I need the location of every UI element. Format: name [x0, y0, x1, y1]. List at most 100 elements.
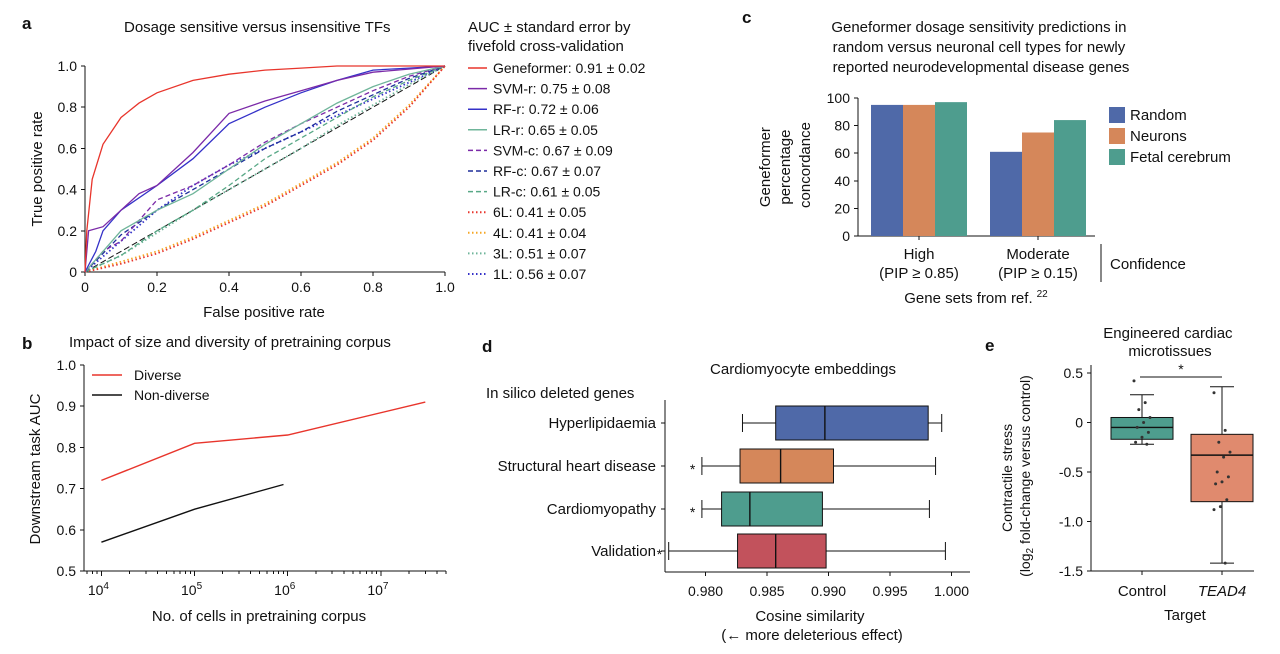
- panel-b-x-tick-base: 10: [367, 582, 383, 598]
- panel-b-line-chart: b Impact of size and diversity of pretra…: [22, 334, 447, 625]
- panel-b-x-tick-base: 10: [274, 582, 290, 598]
- panel-d-category-label: Structural heart disease: [498, 458, 656, 475]
- panel-e-axes: 0.5 0 -0.5 -1.0 -1.5 Control TEAD4 *: [1059, 361, 1254, 600]
- panel-c-y-label: Geneformer percentage concordance: [757, 122, 814, 208]
- panel-e-category-label: TEAD4: [1198, 583, 1246, 600]
- panel-c-category-label: (PIP ≥ 0.15): [998, 265, 1078, 282]
- panel-b-x-tick-base: 10: [88, 582, 104, 598]
- panel-c-category-label: Moderate: [1006, 246, 1069, 263]
- panel-e-data-point: [1212, 391, 1216, 395]
- panel-e-data-point: [1222, 455, 1226, 459]
- panel-a-legend-title-line: fivefold cross-validation: [468, 38, 624, 55]
- panel-c-axes: 0 20 40 60 80 100 High (PIP ≥ 0.85) Moderate (PIP…: [827, 90, 1102, 282]
- panel-a-y-tick-label: 0.4: [58, 182, 78, 198]
- panel-a-series-line: [84, 65, 445, 273]
- panel-d-category-label: Hyperlipidaemia: [548, 415, 656, 432]
- panel-c-legend-label: Neurons: [1130, 128, 1187, 145]
- panel-a-series-line: [84, 65, 446, 273]
- panel-e-box: [1110, 416, 1174, 440]
- panel-a-series-line: [84, 65, 446, 273]
- panel-c-y-tick-label: 40: [834, 173, 850, 189]
- panel-d-x-label: Cosine similarity (← more deleterious ef…: [721, 608, 902, 644]
- panel-c-bar: [871, 104, 903, 237]
- panel-a-legend-label: RF-r: 0.72 ± 0.06: [493, 101, 599, 117]
- panel-e-data-point: [1148, 415, 1152, 419]
- panel-e-y-label-line: Contractile stress: [999, 424, 1015, 532]
- panel-a-chance-line: [84, 65, 446, 273]
- panel-a-legend-label: Geneformer: 0.91 ± 0.02: [493, 60, 646, 76]
- panel-c-y-label-line: percentage: [777, 130, 794, 205]
- panel-c-x-label-ref: 22: [1037, 289, 1049, 300]
- panel-b-x-tick-label: 107: [367, 581, 389, 598]
- panel-a-series-line: [84, 65, 446, 273]
- panel-b-x-tick-exp: 7: [383, 581, 389, 592]
- panel-e-title-line: Engineered cardiac: [1103, 325, 1233, 342]
- panel-e-y-tick-label: -1.0: [1059, 513, 1083, 529]
- panel-d-significance-star: *: [690, 461, 696, 477]
- panel-d-box: [737, 533, 827, 569]
- panel-b-title: Impact of size and diversity of pretrain…: [69, 334, 391, 351]
- panel-c-title: Geneformer dosage sensitivity prediction…: [831, 19, 1130, 76]
- panel-a-legend-label: 3L: 0.51 ± 0.07: [493, 245, 587, 261]
- panel-b-y-tick-label: 0.5: [57, 563, 77, 579]
- panel-a-y-tick-label: 1.0: [58, 58, 78, 74]
- panel-b-series-line: [101, 483, 284, 543]
- panel-a-roc-chart: a Dosage sensitive versus insensitive TF…: [22, 14, 646, 321]
- panel-e-box-chart: e Engineered cardiac microtissues Contra…: [985, 325, 1254, 624]
- panel-e-y-label-part: (log: [1017, 553, 1033, 576]
- panel-b-y-tick-label: 0.9: [57, 398, 77, 414]
- panel-d-x-label-line: Cosine similarity: [755, 608, 865, 625]
- panel-e-data-point: [1212, 508, 1216, 512]
- panel-a-y-tick-label: 0: [69, 264, 77, 280]
- panel-e-title-line: microtissues: [1128, 343, 1211, 360]
- panel-b-y-tick-label: 1.0: [57, 357, 77, 373]
- panel-c-x-label: Gene sets from ref. 22: [904, 289, 1048, 307]
- panel-a-legend-label: 4L: 0.41 ± 0.04: [493, 225, 587, 241]
- panel-e-y-label-sub: 2: [1025, 547, 1036, 553]
- panel-b-x-tick-label: 106: [274, 581, 296, 598]
- panel-a-series-line: [84, 65, 446, 273]
- panel-e-data-point: [1146, 430, 1150, 434]
- panel-a-x-tick-label: 0.6: [291, 279, 311, 295]
- panel-e-title: Engineered cardiac microtissues: [1103, 325, 1236, 360]
- panel-e-box: [1190, 433, 1254, 503]
- panel-d-significance-star: *: [690, 504, 696, 520]
- panel-c-bar-chart: c Geneformer dosage sensitivity predicti…: [742, 8, 1231, 307]
- panel-c-title-line: random versus neuronal cell types for ne…: [833, 39, 1126, 56]
- panel-e-data-point: [1140, 435, 1144, 439]
- panel-e-y-tick-label: 0.5: [1064, 365, 1084, 381]
- panel-a-y-tick-label: 0.8: [58, 99, 78, 115]
- panel-d-x-tick-label: 0.980: [688, 583, 723, 599]
- panel-b-series: [101, 401, 426, 543]
- panel-e-x-label: Target: [1164, 607, 1207, 624]
- panel-e-boxes: [1110, 379, 1254, 565]
- panel-d-box-chart: d Cardiomyocyte embeddings In silico del…: [482, 337, 970, 644]
- panel-c-legend-swatch: [1109, 107, 1125, 123]
- panel-b-x-tick-exp: 5: [197, 581, 203, 592]
- panel-c-bars: [871, 102, 1086, 237]
- panel-c-bracket-label: Confidence: [1110, 256, 1186, 273]
- panel-e-data-point: [1134, 440, 1138, 444]
- panel-label-b: b: [22, 334, 32, 353]
- panel-a-legend-label: RF-c: 0.67 ± 0.07: [493, 163, 601, 179]
- panel-d-x-tick-label: 0.985: [750, 583, 785, 599]
- panel-d-x-label-line: (← more deleterious effect): [721, 627, 902, 644]
- panel-b-x-label: No. of cells in pretraining corpus: [152, 608, 366, 625]
- panel-c-bar: [935, 102, 967, 236]
- panel-e-category-label: Control: [1118, 583, 1166, 600]
- panel-a-legend-label: SVM-r: 0.75 ± 0.08: [493, 81, 611, 97]
- panel-e-data-point: [1220, 480, 1224, 484]
- panel-e-y-tick-label: 0: [1075, 414, 1083, 430]
- panel-a-legend-title: AUC ± standard error by fivefold cross-v…: [468, 19, 635, 55]
- panel-b-legend: Diverse Non-diverse: [92, 367, 210, 403]
- panel-d-category-label: Validation: [591, 543, 656, 560]
- panel-b-series-line: [101, 401, 426, 482]
- panel-d-title: Cardiomyocyte embeddings: [710, 361, 896, 378]
- panel-c-title-line: reported neurodevelopmental disease gene…: [833, 59, 1130, 76]
- panel-label-e: e: [985, 336, 994, 355]
- panel-a-series-line: [84, 65, 446, 273]
- panel-b-legend-label: Diverse: [134, 367, 182, 383]
- panel-a-y-label: True positive rate: [29, 111, 46, 226]
- panel-a-legend-title-line: AUC ± standard error by: [468, 19, 631, 36]
- panel-a-y-tick-label: 0.6: [58, 140, 78, 156]
